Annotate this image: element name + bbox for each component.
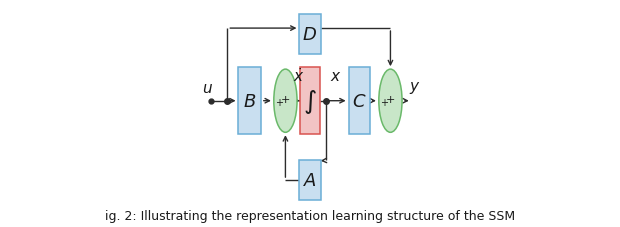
Text: $C$: $C$ — [352, 92, 366, 110]
Text: $B$: $B$ — [243, 92, 256, 110]
FancyBboxPatch shape — [299, 161, 321, 200]
Text: $y$: $y$ — [409, 80, 421, 96]
Text: $+$: $+$ — [275, 97, 283, 108]
Text: $D$: $D$ — [303, 26, 317, 44]
Ellipse shape — [379, 70, 402, 133]
Text: $+$: $+$ — [379, 97, 389, 108]
Text: $\dot{x}$: $\dot{x}$ — [293, 67, 304, 85]
FancyBboxPatch shape — [299, 15, 321, 54]
FancyBboxPatch shape — [348, 68, 370, 135]
Text: $+$: $+$ — [280, 94, 291, 104]
Text: $x$: $x$ — [330, 68, 341, 83]
Text: ig. 2: Illustrating the representation learning structure of the SSM: ig. 2: Illustrating the representation l… — [105, 210, 515, 222]
Text: $+$: $+$ — [386, 94, 396, 104]
Text: $u$: $u$ — [202, 80, 213, 95]
Text: $A$: $A$ — [303, 171, 317, 189]
Ellipse shape — [274, 70, 297, 133]
Text: $\int$: $\int$ — [303, 87, 317, 115]
FancyBboxPatch shape — [300, 68, 320, 135]
FancyBboxPatch shape — [239, 68, 261, 135]
